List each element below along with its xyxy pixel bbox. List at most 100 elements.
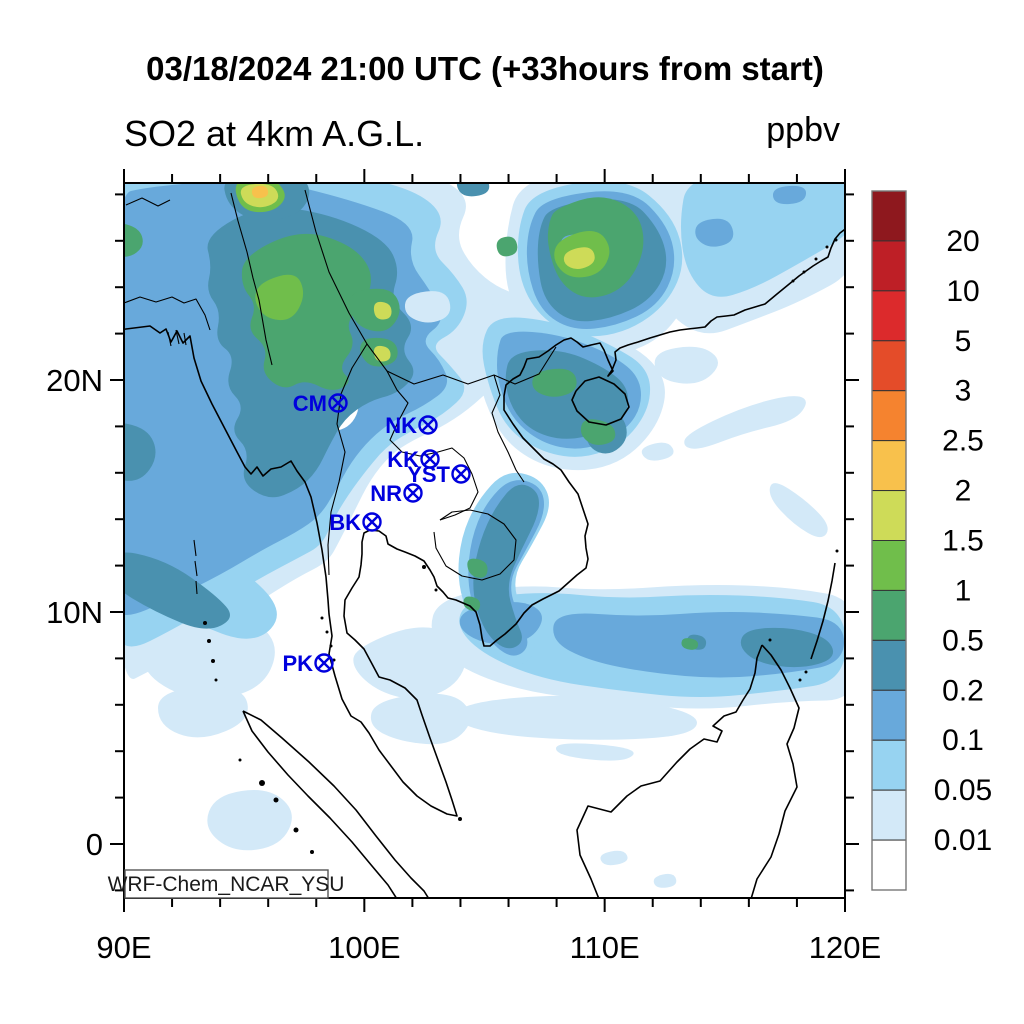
contour-region — [681, 183, 845, 297]
contour-region — [251, 185, 269, 199]
small-island — [238, 758, 242, 762]
contour-region — [124, 223, 143, 257]
station-marker-cross — [423, 452, 437, 466]
colorbar: 20 10 5 3 2.5 2 1.5 1 0.5 0.2 0.1 0.05 0.01 — [871, 190, 992, 891]
contour-region — [496, 236, 518, 257]
colorbar-swatch — [871, 240, 907, 292]
colorbar-level-label: 0.05 — [934, 774, 992, 807]
small-island — [834, 238, 838, 242]
border-line — [125, 197, 171, 207]
station-kk: KK — [387, 447, 440, 472]
border-line — [183, 332, 187, 346]
contour-region — [124, 423, 156, 481]
small-island — [791, 279, 795, 283]
station-marker-icon — [314, 653, 334, 673]
colorbar-level-label: 20 — [946, 225, 979, 258]
small-island — [422, 565, 426, 569]
small-island — [325, 630, 329, 634]
border-line — [327, 343, 368, 576]
small-island — [798, 678, 802, 682]
contour-region — [532, 368, 577, 397]
coastline-layer — [124, 189, 845, 898]
y-tick-label: 20N — [46, 363, 103, 398]
station-marker-cross — [421, 418, 435, 432]
station-marker-icon — [403, 483, 423, 503]
station-label: KK — [387, 447, 419, 472]
small-island — [329, 644, 333, 648]
colorbar-swatch — [871, 739, 907, 791]
contour-region — [373, 301, 392, 320]
colorbar-level-label: 0.5 — [942, 624, 984, 657]
colorbar-units-label: ppbv — [766, 111, 840, 149]
small-island — [835, 549, 839, 553]
contour-region — [580, 419, 616, 445]
contour-region — [241, 233, 371, 390]
small-island — [259, 780, 265, 786]
map-frame — [123, 182, 846, 899]
station-nk: NK — [385, 413, 438, 438]
coastline — [571, 376, 630, 426]
colorbar-swatch — [871, 540, 907, 591]
station-label: NR — [370, 481, 402, 506]
contour-region — [695, 218, 734, 247]
colorbar-level-label: 2.5 — [942, 425, 984, 458]
small-island — [814, 257, 818, 261]
contour-region — [207, 790, 292, 851]
border-line — [193, 539, 197, 557]
border-line — [195, 580, 198, 595]
x-tick-label: 100E — [328, 930, 400, 965]
contour-region — [641, 442, 674, 461]
model-watermark-box: WRF-Chem_NCAR_YSU — [108, 869, 344, 899]
small-island — [310, 850, 314, 854]
border-line — [433, 509, 517, 581]
colorbar-swatch — [871, 390, 907, 442]
small-island — [273, 797, 279, 803]
contour-region — [769, 483, 828, 538]
station-marker-icon — [362, 512, 382, 532]
station-marker-cross — [406, 486, 420, 500]
small-island — [434, 588, 438, 592]
colorbar-swatch — [871, 340, 907, 392]
border-line — [304, 189, 557, 385]
colorbar-level-label: 0.2 — [942, 674, 984, 707]
colorbar-level-label: 1.5 — [942, 525, 984, 558]
colorbar-swatch — [871, 839, 907, 891]
border-line — [167, 331, 172, 347]
station-label: NK — [385, 413, 417, 438]
small-island — [203, 621, 207, 625]
border-line — [491, 374, 525, 483]
colorbar-level-label: 10 — [946, 275, 979, 308]
station-yst: YST — [407, 462, 471, 487]
coastline — [242, 710, 430, 898]
station-nr: NR — [370, 481, 423, 506]
contour-region — [556, 743, 634, 761]
station-marker-icon — [420, 449, 440, 469]
colorbar-swatch — [871, 190, 907, 242]
small-island — [293, 827, 299, 833]
x-tick-label: 120E — [809, 930, 881, 965]
border-line — [386, 370, 479, 521]
contour-region — [255, 274, 304, 321]
x-tick-label: 90E — [96, 930, 151, 965]
coastline — [576, 644, 800, 898]
station-marker-cross — [331, 396, 345, 410]
contour-region — [158, 686, 248, 738]
station-marker-icon — [451, 464, 471, 484]
colorbar-outline — [871, 190, 907, 891]
station-marker-cross — [365, 515, 379, 529]
station-marker-icon — [328, 393, 348, 413]
border-line — [194, 560, 198, 577]
contour-region — [404, 291, 451, 323]
station-label: CM — [293, 391, 327, 416]
plot-title: 03/18/2024 21:00 UTC (+33hours from star… — [146, 50, 824, 87]
small-island — [320, 616, 324, 620]
y-tick-label: 10N — [46, 595, 103, 630]
station-label: YST — [407, 462, 450, 487]
station-cm: CM — [293, 391, 348, 416]
small-island — [804, 670, 808, 674]
colorbar-swatch — [871, 639, 907, 691]
small-island — [207, 639, 211, 643]
small-island — [802, 270, 806, 274]
